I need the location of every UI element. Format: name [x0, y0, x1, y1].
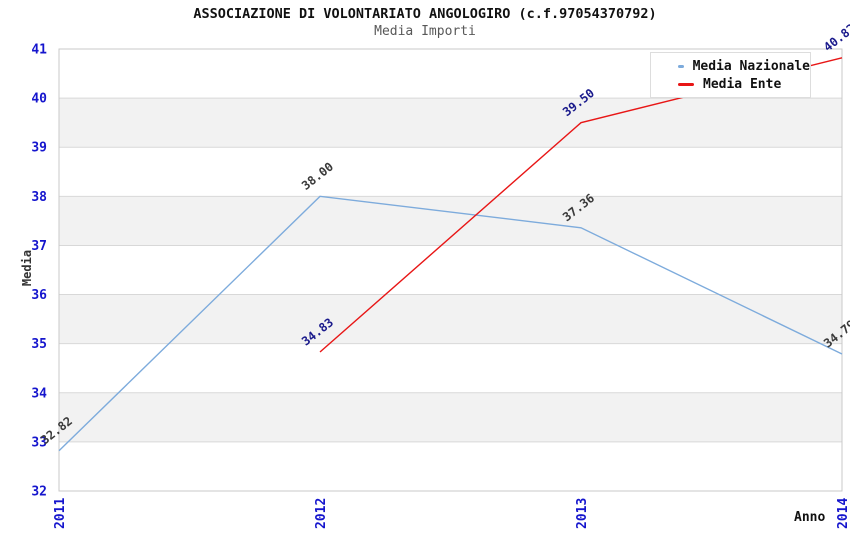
- x-tick-label: 2014: [836, 498, 850, 529]
- y-tick-label: 37: [31, 239, 47, 254]
- y-tick-label: 34: [31, 386, 47, 401]
- y-tick-label: 36: [31, 288, 47, 303]
- chart-title: ASSOCIAZIONE DI VOLONTARIATO ANGOLOGIRO …: [193, 6, 657, 22]
- y-tick-label: 41: [31, 43, 47, 58]
- point-label: 38.00: [299, 160, 336, 193]
- legend-line-swatch-nazionale-icon: [678, 64, 684, 68]
- grid-band: [59, 294, 842, 344]
- x-tick-label: 2011: [53, 498, 68, 529]
- y-tick-label: 35: [31, 337, 47, 352]
- legend-label-media-ente: Media Ente: [703, 76, 782, 92]
- chart-subtitle: Media Importi: [374, 24, 476, 39]
- y-tick-label: 40: [31, 92, 47, 107]
- y-tick-label: 38: [31, 190, 47, 205]
- legend-line-swatch-ente-icon: [678, 82, 694, 86]
- y-tick-label: 39: [31, 141, 47, 156]
- legend-item-media-nazionale: Media Nazionale: [678, 57, 810, 75]
- legend: Media Nazionale Media Ente: [650, 52, 811, 98]
- legend-label-media-nazionale: Media Nazionale: [692, 58, 810, 74]
- point-label: 40.82: [821, 21, 850, 54]
- legend-item-media-ente: Media Ente: [678, 75, 810, 93]
- y-tick-label: 33: [31, 435, 47, 450]
- plot-border: [58, 48, 843, 492]
- series-line-media-nazionale: [58, 195, 843, 452]
- y-tick-label: 32: [31, 485, 47, 500]
- x-tick-label: 2012: [314, 498, 329, 529]
- x-tick-label: 2013: [575, 498, 590, 529]
- grid-band: [59, 392, 842, 442]
- grid-band: [59, 98, 842, 148]
- x-axis-title: Anno: [794, 510, 826, 525]
